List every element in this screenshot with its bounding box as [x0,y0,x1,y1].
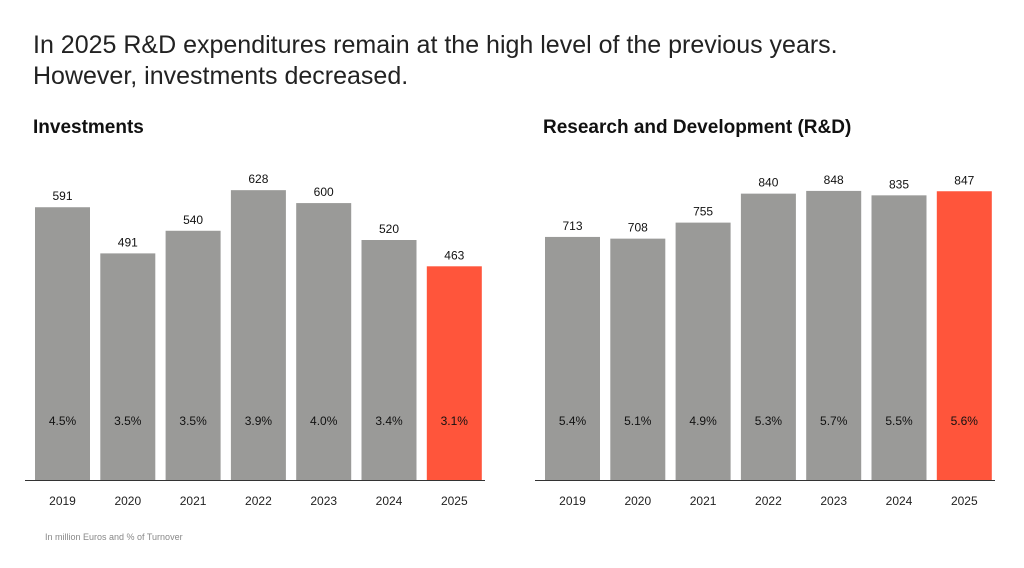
rd-bar-2024 [871,195,927,480]
investments-bar-2021 [165,230,221,480]
investments-tick-label-2024: 2024 [376,494,403,508]
investments-percent-label-2020: 3.5% [114,414,142,428]
rd-percent-label-2025: 5.6% [951,414,979,428]
investments-percent-label-2023: 4.0% [310,414,338,428]
investments-percent-label-2021: 3.5% [179,414,207,428]
rd-chart-title: Research and Development (R&D) [543,117,852,138]
investments-tick-label-2025: 2025 [441,494,468,508]
investments-bar-chart: 591 4.5% 2019 491 3.5% 2020 540 3.5% 2021 628 3.9%… [25,172,485,508]
investments-value-label-2019: 591 [52,189,72,203]
investments-bar-2022 [230,190,286,480]
investments-value-label-2021: 540 [183,213,203,227]
rd-percent-label-2020: 5.1% [624,414,652,428]
investments-value-label-2023: 600 [314,185,334,199]
investments-chart-title: Investments [33,117,144,138]
investments-value-label-2020: 491 [118,235,138,249]
investments-percent-label-2019: 4.5% [49,414,77,428]
rd-tick-label-2019: 2019 [559,494,586,508]
rd-tick-label-2021: 2021 [690,494,717,508]
investments-percent-label-2024: 3.4% [375,414,403,428]
headline-line-1: In 2025 R&D expenditures remain at the h… [33,31,838,59]
investments-percent-label-2022: 3.9% [245,414,273,428]
investments-tick-label-2022: 2022 [245,494,272,508]
rd-bar-2021 [675,222,731,480]
rd-value-label-2022: 840 [758,176,778,190]
rd-tick-label-2023: 2023 [820,494,847,508]
rd-tick-label-2025: 2025 [951,494,978,508]
rd-percent-label-2024: 5.5% [885,414,913,428]
investments-value-label-2025: 463 [444,248,464,262]
investments-percent-label-2025: 3.1% [441,414,469,428]
headline: In 2025 R&D expenditures remain at the h… [33,30,838,92]
rd-percent-label-2021: 4.9% [689,414,717,428]
investments-tick-label-2020: 2020 [114,494,141,508]
investments-value-label-2022: 628 [248,172,268,186]
investments-tick-label-2019: 2019 [49,494,76,508]
investments-tick-label-2021: 2021 [180,494,207,508]
rd-value-label-2025: 847 [954,173,974,187]
rd-value-label-2020: 708 [628,221,648,235]
rd-tick-label-2024: 2024 [886,494,913,508]
rd-bar-2019 [545,236,600,480]
rd-percent-label-2019: 5.4% [559,414,587,428]
rd-bar-2023 [806,190,862,480]
headline-line-2: However, investments decreased. [33,62,409,90]
rd-value-label-2023: 848 [824,173,844,187]
rd-value-label-2024: 835 [889,177,909,191]
investments-bar-2023 [296,203,352,481]
investments-bar-2020 [100,253,156,480]
rd-value-label-2021: 755 [693,205,713,219]
rd-bar-2022 [740,193,796,481]
rd-tick-label-2020: 2020 [624,494,651,508]
rd-bar-2020 [610,238,666,480]
rd-bar-chart: 713 5.4% 2019 708 5.1% 2020 755 4.9% 2021 840 5.3%… [535,173,995,508]
investments-bar-2025 [426,266,482,480]
rd-bar-2025 [936,191,992,480]
footnote: In million Euros and % of Turnover [45,532,183,542]
investments-bar-2019 [35,207,90,480]
investments-tick-label-2023: 2023 [310,494,337,508]
investments-bar-2024 [361,240,417,480]
investments-value-label-2024: 520 [379,222,399,236]
rd-value-label-2019: 713 [562,219,582,233]
rd-percent-label-2023: 5.7% [820,414,848,428]
rd-tick-label-2022: 2022 [755,494,782,508]
rd-percent-label-2022: 5.3% [755,414,783,428]
